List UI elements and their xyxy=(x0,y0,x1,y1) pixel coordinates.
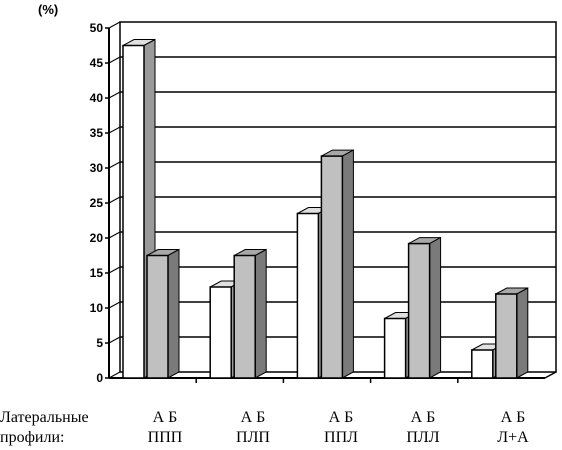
bar-Б-ПЛП xyxy=(233,248,267,379)
y-tick-label: 35 xyxy=(90,126,104,140)
series-letters: А Б xyxy=(328,409,354,426)
grid-depth-line xyxy=(108,56,121,64)
grid-depth-line xyxy=(108,196,121,204)
y-unit-label: (%) xyxy=(38,2,58,17)
bar-front xyxy=(233,254,256,379)
bar-front xyxy=(146,254,169,379)
bar-front xyxy=(383,317,407,379)
y-tick-label: 5 xyxy=(96,336,103,350)
row-label-line2: профили: xyxy=(0,429,65,446)
bar-front xyxy=(495,293,518,379)
series-letters: А Б xyxy=(152,409,178,426)
series-letters: А Б xyxy=(500,409,526,426)
category-label-2: А Б ПЛП xyxy=(218,408,288,448)
series-letters: А Б xyxy=(240,409,266,426)
row-label-line1: Латеральные xyxy=(0,409,89,426)
y-tick-label: 10 xyxy=(90,301,104,315)
bar-Б-Л+А xyxy=(495,287,529,379)
y-tick-label: 0 xyxy=(96,371,103,385)
y-tick-label: 20 xyxy=(90,231,104,245)
y-tick-label: 30 xyxy=(90,161,104,175)
category-label-5: А Б Л+А xyxy=(478,408,548,448)
category-name: Л+А xyxy=(497,429,529,446)
category-name: ПЛЛ xyxy=(406,429,440,446)
bar-side xyxy=(254,248,267,379)
floor-depth-edge xyxy=(544,371,557,379)
bar-Б-ПЛЛ xyxy=(407,236,442,379)
grid-depth-line xyxy=(108,266,121,274)
category-label-4: А Б ПЛЛ xyxy=(388,408,458,448)
bar-front xyxy=(407,242,431,379)
category-label-1: А Б ППП xyxy=(130,408,200,448)
grid-depth-line xyxy=(108,161,121,169)
grid-depth-line xyxy=(108,231,121,239)
bar-front xyxy=(296,212,320,379)
category-name: ППЛ xyxy=(324,429,358,446)
series-letters: А Б xyxy=(410,409,436,426)
category-label-3: А Б ППЛ xyxy=(306,408,376,448)
bar-side xyxy=(341,149,354,379)
y-tick-label: 45 xyxy=(90,56,104,70)
bar-side xyxy=(429,236,442,379)
bar-Б-ППЛ xyxy=(320,149,354,379)
y-tick-label: 50 xyxy=(90,21,104,35)
bar-front xyxy=(471,349,494,379)
grid-depth-line xyxy=(108,126,121,134)
category-name: ППП xyxy=(147,429,183,446)
y-tick-labels: 0 5 10 15 20 25 30 35 40 45 50 xyxy=(90,21,104,385)
bar-side xyxy=(167,248,180,379)
bar-front xyxy=(122,44,145,379)
bars xyxy=(122,38,529,379)
bar-front xyxy=(209,286,232,379)
grid-depth-line xyxy=(108,91,121,99)
bar-Б-ППП xyxy=(146,248,180,379)
y-tick-label: 40 xyxy=(90,91,104,105)
category-name: ПЛП xyxy=(236,429,270,446)
grid-depth-line xyxy=(108,21,121,29)
bar-side xyxy=(516,287,529,379)
grid-depth-line xyxy=(108,336,121,344)
bar-front xyxy=(320,155,344,379)
y-tick-label: 15 xyxy=(90,266,104,280)
row-label: Латеральные профили: xyxy=(0,408,89,448)
y-tick-label: 25 xyxy=(90,196,104,210)
grid-depth-line xyxy=(108,301,121,309)
